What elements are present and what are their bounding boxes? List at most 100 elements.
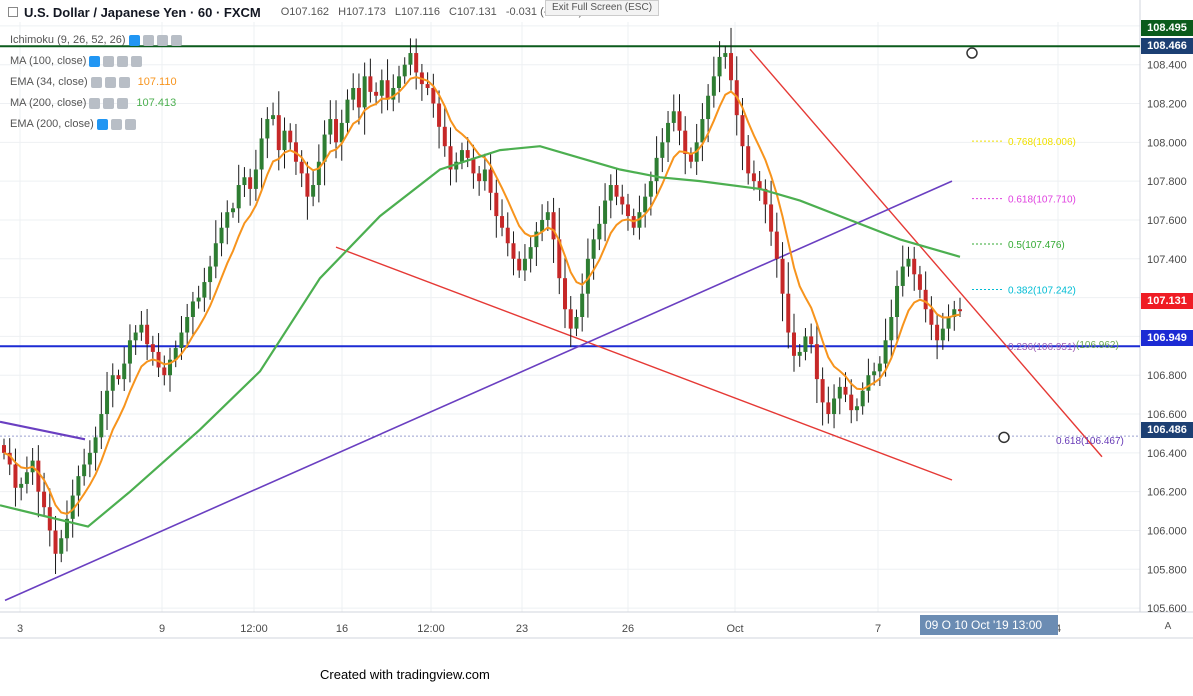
eye-icon[interactable] <box>128 34 140 46</box>
candle-body <box>173 348 178 360</box>
eye-icon[interactable] <box>90 76 102 88</box>
indicator-ema34[interactable]: EMA (34, close) 107.110 <box>10 73 177 91</box>
candle-body <box>7 452 12 465</box>
y-tick-label: 107.600 <box>1147 215 1187 227</box>
candle-body <box>522 258 527 271</box>
candle-body <box>614 185 619 197</box>
footer-credit: Created with tradingview.com <box>320 667 490 682</box>
candle-body <box>843 386 848 395</box>
candle-body <box>711 76 716 96</box>
candle-body <box>769 204 774 232</box>
collapse-icon[interactable] <box>8 7 18 17</box>
candle-body <box>408 53 413 65</box>
low-value: L107.116 <box>394 6 440 18</box>
candle-body <box>276 115 281 151</box>
candle-body <box>940 328 945 341</box>
y-tick-label: 105.600 <box>1147 603 1187 615</box>
candle-body <box>688 153 693 162</box>
source-icon[interactable] <box>117 55 129 67</box>
candle-body <box>265 119 270 139</box>
indicator-label: MA (200, close) <box>10 97 87 109</box>
eye-icon[interactable] <box>89 55 101 67</box>
candle-body <box>946 317 951 329</box>
indicator-ma200[interactable]: MA (200, close) 107.413 <box>10 94 176 112</box>
source-icon[interactable] <box>118 76 130 88</box>
candle-body <box>271 115 276 120</box>
y-tick-label: 108.000 <box>1147 137 1187 149</box>
candle-body <box>517 258 522 271</box>
indicator-ichimoku[interactable]: Ichimoku (9, 26, 52, 26) <box>10 31 182 49</box>
candle-body <box>64 518 69 539</box>
candle-body <box>391 87 396 100</box>
candle-body <box>757 181 762 189</box>
candle-body <box>322 134 327 162</box>
candle-body <box>385 80 390 100</box>
close-icon[interactable] <box>170 34 182 46</box>
candle-body <box>574 317 579 329</box>
indicator-label: EMA (200, close) <box>10 118 94 130</box>
candle-body <box>431 87 436 104</box>
candle-body <box>671 111 676 123</box>
candle-body <box>957 309 963 312</box>
settings-icon[interactable] <box>142 34 154 46</box>
close-icon[interactable] <box>131 55 143 67</box>
x-tick-label: 7 <box>875 623 881 635</box>
candle-body <box>677 111 682 131</box>
candle-body <box>116 375 121 380</box>
y-tick-label: 105.800 <box>1147 564 1187 576</box>
indicator-value: 107.110 <box>137 76 177 88</box>
settings-icon[interactable] <box>103 97 115 109</box>
candle-body <box>786 293 791 333</box>
candle-body <box>654 157 659 182</box>
auto-scale-button[interactable]: A <box>1164 621 1172 632</box>
candle-body <box>110 375 115 391</box>
x-tick-label: 16 <box>336 623 348 635</box>
candle-body <box>666 122 671 143</box>
candle-body <box>557 239 562 279</box>
candle-body <box>150 344 155 352</box>
candle-body <box>643 196 648 213</box>
price-label-high: 108.495 <box>1141 20 1193 36</box>
source-icon[interactable] <box>156 34 168 46</box>
candle-body <box>832 398 837 415</box>
candle-body <box>311 185 316 197</box>
price-label-support: 106.949 <box>1141 330 1193 346</box>
chart-header: U.S. Dollar / Japanese Yen · 60 · FXCM O… <box>0 0 1140 24</box>
candle-body <box>202 282 207 298</box>
candle-body <box>208 266 213 283</box>
x-tick-label: 23 <box>516 623 528 635</box>
candle-body <box>700 119 705 143</box>
candle-body <box>465 150 470 158</box>
candle-body <box>168 359 173 376</box>
indicator-ema200[interactable]: EMA (200, close) <box>10 115 136 133</box>
x-tick-label: 4 <box>1055 623 1061 635</box>
y-tick-label: 107.800 <box>1147 176 1187 188</box>
candle-body <box>723 53 728 57</box>
candle-body <box>494 192 499 217</box>
candle-body <box>225 212 230 228</box>
exit-fullscreen-button[interactable]: Exit Full Screen (ESC) <box>545 0 660 16</box>
open-value: O107.162 <box>280 6 330 18</box>
candle-body <box>76 476 81 496</box>
y-tick-label: 108.200 <box>1147 99 1187 111</box>
candle-body <box>912 258 917 275</box>
high-value: H107.173 <box>338 6 386 18</box>
source-icon[interactable] <box>117 97 129 109</box>
close-icon[interactable] <box>124 118 136 130</box>
candle-body <box>608 185 613 201</box>
candle-body <box>929 309 934 325</box>
candle-body <box>414 53 419 73</box>
candle-body <box>500 216 505 228</box>
eye-icon[interactable] <box>89 97 101 109</box>
settings-icon[interactable] <box>110 118 122 130</box>
candle-body <box>59 538 64 554</box>
settings-icon[interactable] <box>104 76 116 88</box>
y-tick-label: 106.600 <box>1147 409 1187 421</box>
candle-body <box>471 157 476 174</box>
eye-icon[interactable] <box>96 118 108 130</box>
settings-icon[interactable] <box>103 55 115 67</box>
symbol-title: U.S. Dollar / Japanese Yen · 60 · FXCM <box>24 4 261 20</box>
indicator-ma100[interactable]: MA (100, close) <box>10 52 143 70</box>
candle-body <box>585 258 590 294</box>
